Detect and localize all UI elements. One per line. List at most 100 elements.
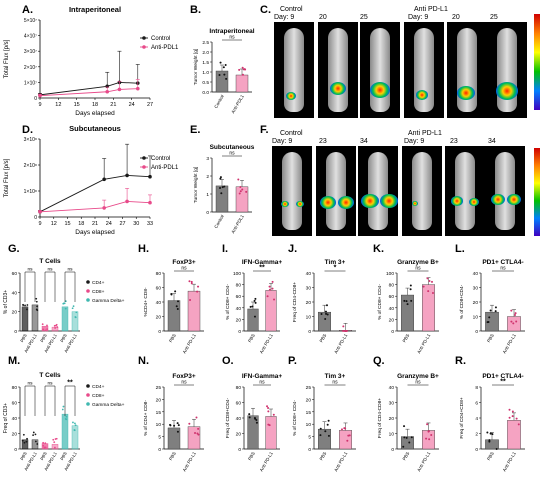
chart-j-ytick-label: 40: [306, 271, 312, 277]
chart-g-datapoint: [42, 328, 45, 331]
imaging-f-anti-label: Anti PD-L1: [408, 130, 442, 137]
panel-letter-j: J.: [288, 243, 298, 255]
chart-a-xtick-label: 27: [147, 102, 153, 108]
chart-e-ytick-label: 0: [206, 210, 209, 216]
imaging-f-day-2: 23: [319, 138, 327, 145]
chart-m-legend-label: Gamma Delta+: [92, 402, 125, 408]
mouse-body: [412, 152, 432, 230]
chart-i-datapoint: [253, 315, 256, 318]
panel-letter-k: K.: [373, 243, 384, 255]
panel-letter-q: Q.: [373, 355, 385, 367]
chart-r-ytick-label: 0: [475, 447, 478, 453]
chart-a-series-line: [39, 88, 138, 97]
chart-q-ylabel: Freq of CD4-CD8+: [377, 398, 383, 438]
mouse-body: [455, 152, 475, 230]
chart-j-tim3: Tim 3+ 0 10 20 30 40 Freq of CD4-CD8+ PBS Anti P…: [292, 259, 356, 354]
chart-n-datapoint: [177, 424, 180, 427]
chart-g-datapoint: [44, 329, 47, 332]
chart-i-datapoint: [268, 288, 271, 291]
chart-o-datapoint: [267, 423, 270, 426]
mouse-body: [328, 28, 348, 112]
panel-letter-i: I.: [222, 243, 229, 255]
panel-letter-m: M.: [8, 355, 21, 367]
chart-k-ytick-label: 20: [389, 317, 395, 323]
mouse-body: [326, 152, 346, 230]
chart-k-granzyme-b: Granzyme B+ 0 20 40 60 80 100 % of CD8+ CD4- PBS…: [377, 259, 439, 354]
chart-q-datapoint: [408, 441, 411, 444]
chart-g-legend-marker: [86, 289, 90, 293]
chart-h-ytick-label: 60: [156, 286, 162, 292]
colorbar-f: [534, 148, 540, 236]
chart-i-datapoint: [271, 280, 274, 283]
chart-j-datapoint: [325, 304, 328, 307]
chart-r-datapoint: [491, 433, 494, 436]
chart-q-datapoint: [402, 445, 405, 448]
chart-m-datapoint: [54, 438, 57, 440]
chart-d-point: [38, 210, 42, 214]
chart-a-xtick-label: 15: [74, 102, 80, 108]
bioluminescence-signal: [457, 86, 475, 101]
chart-d-point: [102, 177, 106, 182]
chart-n-ytick-label: 0: [158, 447, 161, 453]
chart-d-point: [148, 200, 152, 205]
chart-b-bar: [215, 70, 229, 93]
chart-r-ytick-label: 8: [475, 385, 478, 391]
chart-i-datapoint: [266, 295, 269, 298]
chart-h-datapoint: [176, 308, 179, 311]
chart-q-ytick-label: 10: [389, 432, 395, 438]
imaging-f-day-6: 34: [488, 138, 496, 145]
chart-n-title: FoxP3+: [172, 373, 196, 380]
chart-m-datapoint: [42, 444, 45, 447]
chart-k-datapoint: [406, 303, 409, 306]
chart-a-legend-label: Anti-PDL1: [151, 45, 179, 51]
chart-a-legend-marker: [142, 36, 146, 40]
chart-g-datapoint: [53, 324, 56, 327]
chart-o-category-label: PBS: [247, 451, 256, 461]
chart-h-title: FoxP3+: [172, 259, 196, 266]
chart-p-datapoint: [326, 423, 329, 426]
chart-m-datapoint: [74, 424, 77, 427]
chart-r-datapoint: [511, 415, 514, 418]
bioluminescence-signal: [296, 201, 304, 208]
chart-m-datapoint: [32, 431, 35, 434]
chart-q-datapoint: [403, 425, 406, 428]
chart-g-datapoint: [54, 327, 57, 329]
chart-n-datapoint: [169, 424, 172, 427]
chart-a-point: [135, 86, 140, 91]
chart-o-ylabel: Freq of CD8+CD4-: [225, 398, 231, 439]
chart-g-ytick-label: 20: [12, 310, 18, 316]
chart-o-ytick-label: 80: [236, 385, 242, 391]
chart-d-point: [125, 173, 129, 178]
bioluminescence-signal: [320, 196, 336, 209]
chart-e-datapoint: [219, 176, 222, 179]
chart-r-bar: [507, 420, 521, 450]
chart-m-ytick-label: 60: [12, 401, 18, 407]
chart-r-datapoint: [486, 431, 489, 434]
chart-n-datapoint: [176, 430, 179, 433]
chart-o-ytick-label: 60: [236, 401, 242, 407]
chart-j-title: Tim 3+: [325, 259, 346, 266]
chart-l-datapoint: [488, 316, 491, 319]
mouse-image: [404, 22, 444, 118]
chart-g-datapoint: [71, 307, 74, 310]
chart-b-bar: [235, 74, 249, 93]
chart-m-datapoint: [64, 417, 67, 420]
chart-l-ytick-label: 20: [473, 300, 479, 306]
chart-l-ytick-label: 40: [473, 271, 479, 277]
imaging-c-day-1: Day: 9: [274, 14, 295, 21]
chart-l-ytick-label: 30: [473, 286, 479, 292]
mouse-image: [447, 22, 487, 118]
chart-i-ytick-label: 80: [236, 283, 242, 289]
chart-h-foxp3: FoxP3+ 0 20 40 60 80 %CD4+ CD8- PBS Anti PD-L1 ns: [143, 259, 204, 354]
chart-r-datapoint: [508, 408, 511, 411]
chart-i-ytick-label: 0: [238, 329, 241, 335]
chart-a-ytick-label: 3×10⁷: [24, 49, 37, 55]
chart-k-datapoint: [430, 280, 433, 283]
chart-h-bar: [167, 300, 181, 332]
chart-b-datapoint: [225, 77, 228, 80]
chart-e-category-label: Control: [213, 214, 225, 229]
chart-o-datapoint: [267, 407, 270, 410]
chart-n-ytick-label: 25: [156, 385, 162, 391]
chart-e-datapoint: [219, 186, 222, 189]
